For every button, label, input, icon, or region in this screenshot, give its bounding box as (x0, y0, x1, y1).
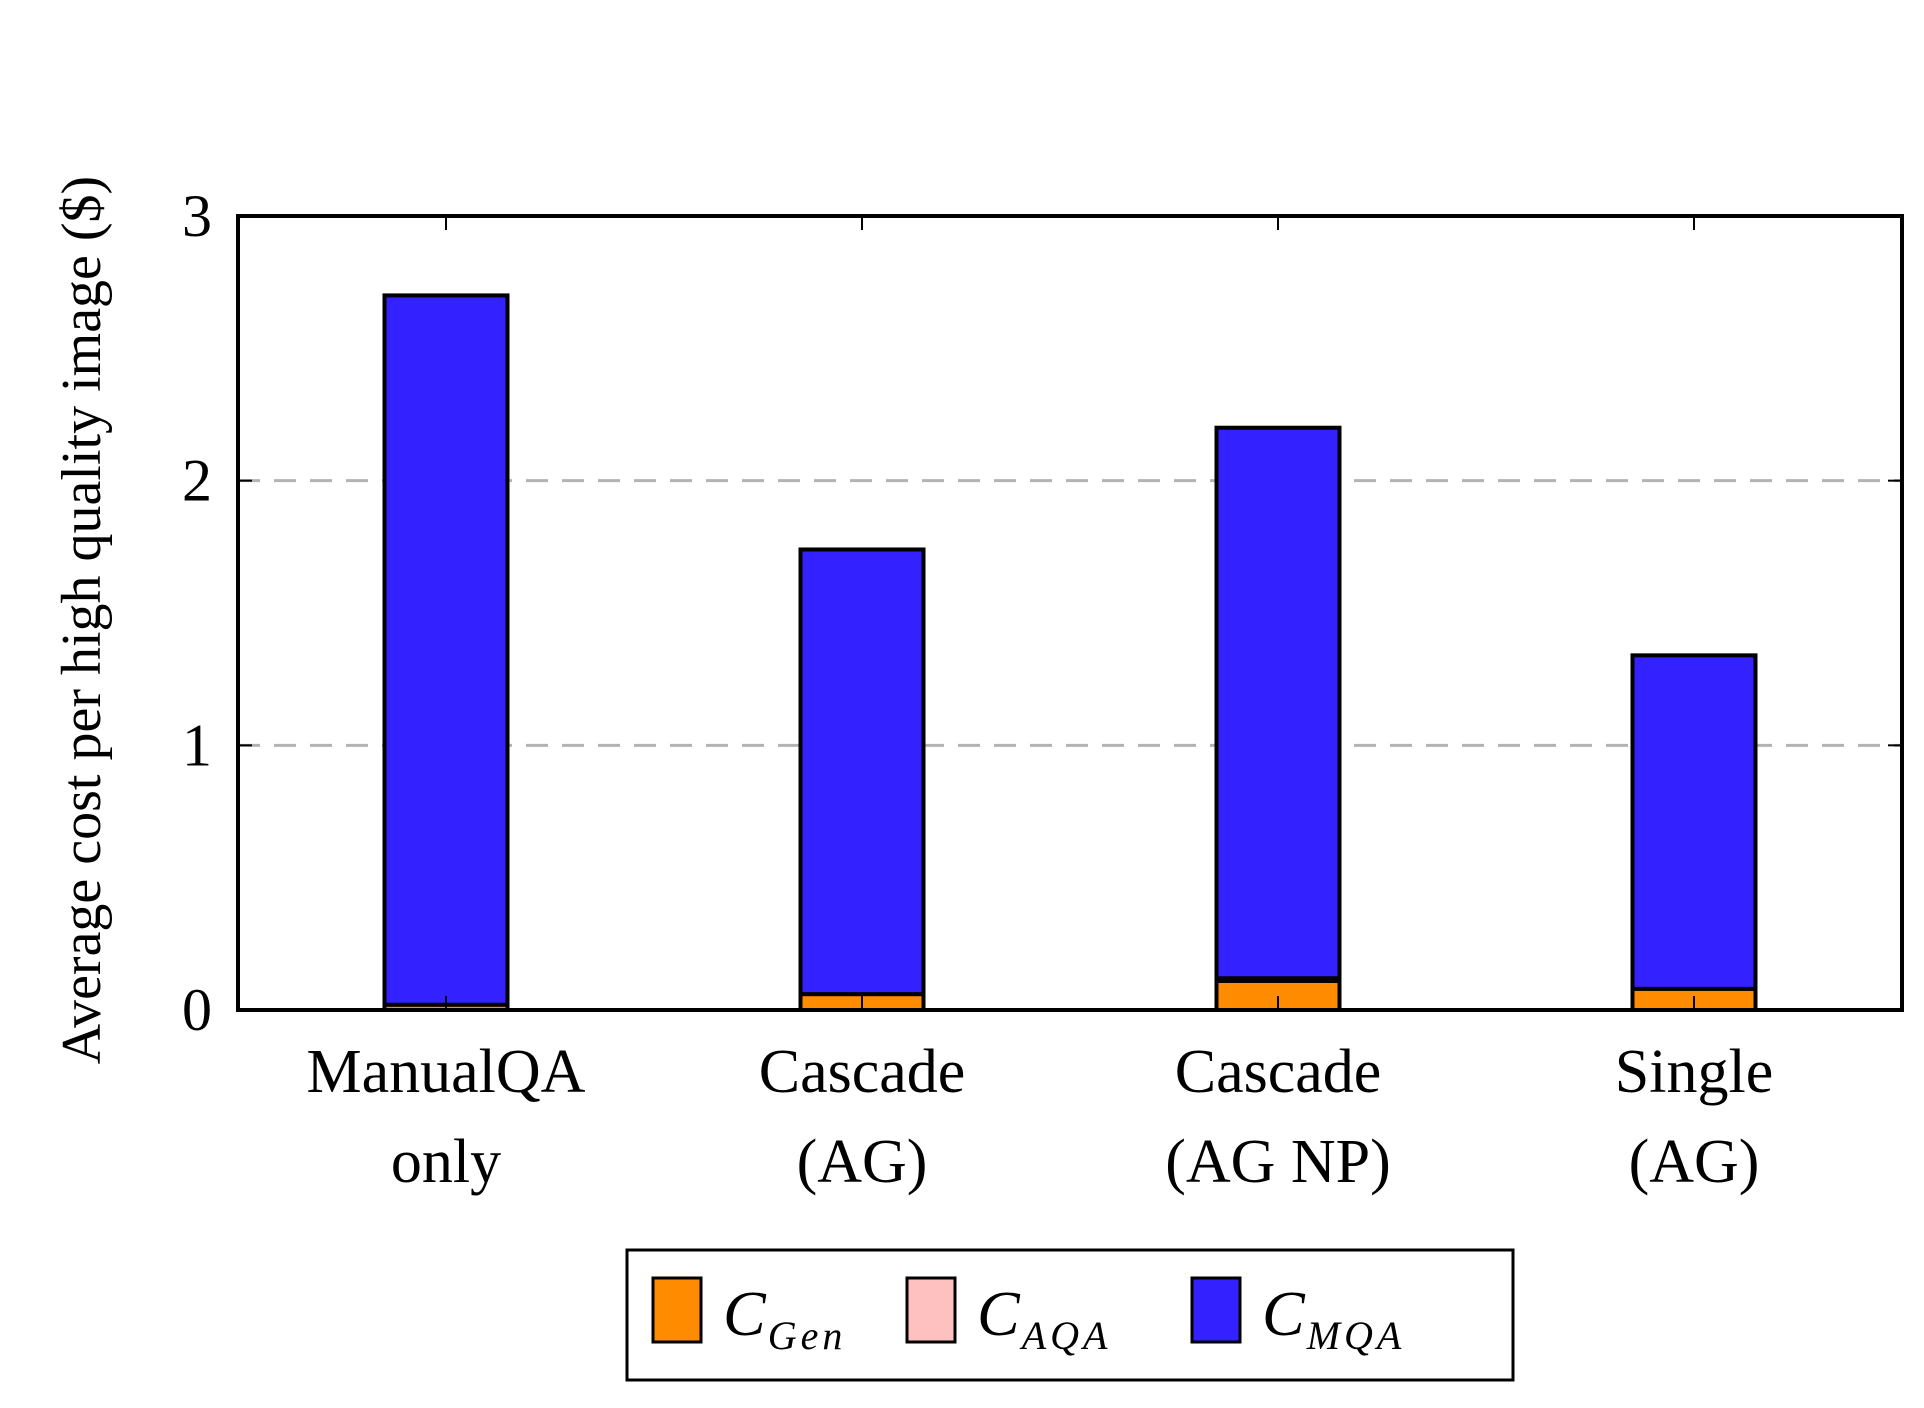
bar-mqa-1 (798, 547, 926, 997)
x-tick-label-line: Cascade (759, 1038, 966, 1106)
y-tick-label: 0 (182, 977, 212, 1043)
x-tick-label: Cascade (AG) (759, 1038, 966, 1196)
x-tick-label-line: (AG NP) (1165, 1128, 1391, 1196)
x-tick-label: ManualQA only (307, 1038, 586, 1196)
bar-mqa-0 (382, 293, 510, 1007)
x-tick-label-line: ManualQA (307, 1038, 586, 1106)
y-axis-label: Average cost per high quality image ($) (51, 176, 113, 1064)
x-tick-label-line: only (391, 1128, 501, 1196)
legend-swatch-mqa (1190, 1276, 1242, 1344)
legend-label-aqa: CAQA (977, 1278, 1111, 1358)
legend-label-mqa: CMQA (1262, 1278, 1405, 1358)
x-tick-label-line: Cascade (1175, 1038, 1382, 1106)
x-tick-label-line: (AG) (1629, 1128, 1760, 1196)
legend-label-gen: CGen (723, 1278, 846, 1358)
legend-box (625, 1248, 1515, 1382)
legend-swatch-aqa (905, 1276, 957, 1344)
legend-swatch-gen (651, 1276, 703, 1344)
y-tick-label: 3 (182, 183, 212, 249)
x-tick-label: Single (AG) (1615, 1038, 1773, 1196)
x-tick-label: Cascade (AG NP) (1165, 1038, 1391, 1196)
y-tick-label: 1 (182, 712, 212, 778)
labels-layer: 0 1 2 3 ManualQA only Cascade (AG) Cascade (AG NP… (182, 183, 1773, 1196)
x-tick-label-line: (AG) (797, 1128, 928, 1196)
x-tick-label-line: Single (1615, 1038, 1773, 1106)
bar-mqa-2 (1214, 425, 1342, 981)
legend: CGen CAQA CMQA (625, 1248, 1515, 1382)
plot-frame (236, 214, 1904, 1012)
y-tick-label: 2 (182, 448, 212, 514)
grid-layer (238, 479, 1902, 747)
bars-layer (382, 293, 1758, 1012)
axis-layer (236, 214, 1904, 1012)
bar-mqa-3 (1630, 653, 1758, 991)
